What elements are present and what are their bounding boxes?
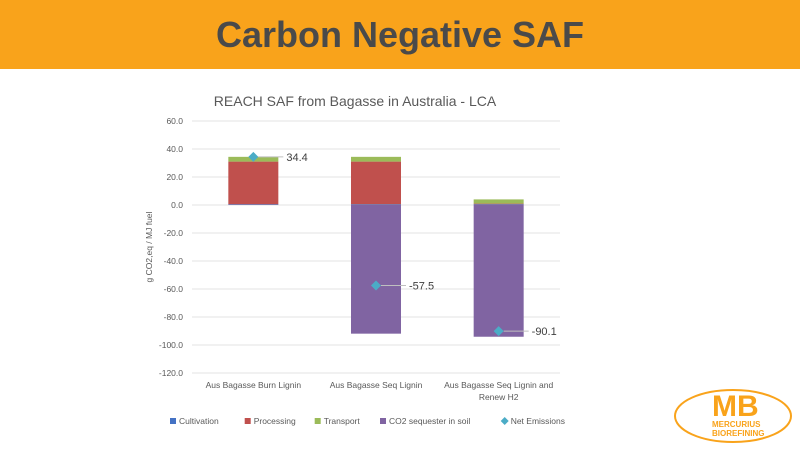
legend-label: Processing bbox=[254, 416, 296, 426]
legend-swatch bbox=[380, 418, 386, 424]
x-tick-label: Renew H2 bbox=[479, 392, 519, 402]
y-axis-label: g CO2,eq / MJ fuel bbox=[144, 211, 154, 282]
y-tick-label: -20.0 bbox=[164, 228, 184, 238]
net-emissions-marker bbox=[493, 326, 504, 337]
y-tick-label: 0.0 bbox=[171, 200, 183, 210]
y-tick-label: -60.0 bbox=[164, 284, 184, 294]
bar-cultivation bbox=[473, 204, 524, 205]
net-emissions-marker bbox=[371, 280, 381, 291]
bar-transport bbox=[473, 199, 524, 204]
x-tick-label: Aus Bagasse Seq Lignin and bbox=[444, 380, 553, 390]
net-emissions-label: -57.5 bbox=[409, 281, 434, 293]
legend-marker bbox=[500, 417, 509, 425]
legend-swatch bbox=[244, 418, 251, 424]
y-tick-label: 20.0 bbox=[166, 172, 183, 182]
bar-transport bbox=[351, 156, 401, 162]
y-tick-label: -120.0 bbox=[159, 368, 183, 378]
y-tick-label: -40.0 bbox=[164, 256, 184, 266]
bar-processing bbox=[351, 161, 401, 205]
y-tick-label: 60.0 bbox=[166, 116, 183, 126]
chart-title: REACH SAF from Bagasse in Australia - LC… bbox=[214, 93, 497, 109]
lca-chart: REACH SAF from Bagasse in Australia - LC… bbox=[144, 93, 565, 426]
bar-co2-sequester-in-soil bbox=[351, 205, 401, 334]
x-tick-label: Aus Bagasse Seq Lignin bbox=[330, 380, 423, 390]
bar-co2-sequester-in-soil bbox=[473, 205, 524, 337]
x-tick-label: Aus Bagasse Burn Lignin bbox=[206, 380, 302, 390]
net-emissions-label: -90.1 bbox=[532, 326, 557, 338]
y-tick-label: -100.0 bbox=[159, 340, 183, 350]
net-emissions-label: 34.4 bbox=[286, 152, 307, 164]
y-tick-label: 40.0 bbox=[166, 144, 183, 154]
legend-swatch bbox=[314, 418, 321, 424]
bar-processing bbox=[473, 203, 524, 205]
svg-text:MERCURIUS: MERCURIUS bbox=[712, 420, 761, 429]
legend-label: CO2 sequester in soil bbox=[389, 416, 470, 426]
bar-processing bbox=[228, 161, 279, 205]
bar-cultivation bbox=[351, 204, 401, 205]
title-banner: Carbon Negative SAF bbox=[0, 0, 800, 69]
legend-swatch bbox=[170, 418, 176, 424]
slide-title: Carbon Negative SAF bbox=[215, 13, 585, 55]
net-emissions-marker bbox=[248, 151, 259, 162]
svg-text:BIOREFINING: BIOREFINING bbox=[712, 429, 764, 438]
bar-cultivation bbox=[228, 204, 279, 205]
mercurius-logo: MB MERCURIUS BIOREFINING bbox=[674, 389, 792, 443]
legend-label: Cultivation bbox=[179, 416, 219, 426]
svg-text:MB: MB bbox=[712, 390, 759, 423]
legend-label: Transport bbox=[324, 416, 361, 426]
legend-label: Net Emissions bbox=[511, 416, 565, 426]
y-tick-label: -80.0 bbox=[164, 312, 184, 322]
